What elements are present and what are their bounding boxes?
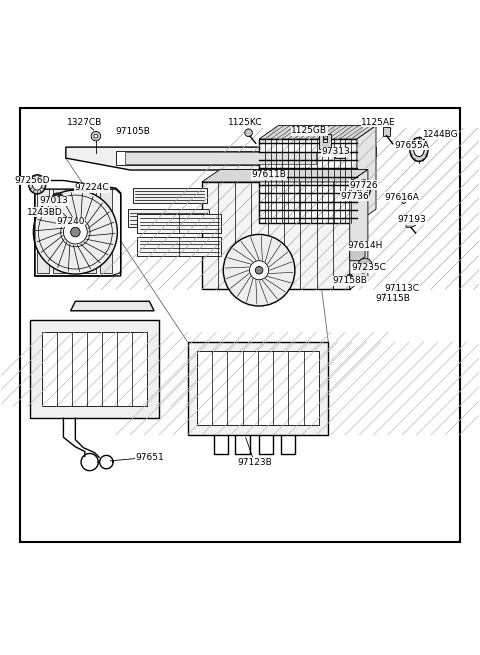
Text: 97235C: 97235C (351, 263, 386, 272)
Text: 1125GB: 1125GB (291, 126, 327, 136)
Polygon shape (259, 139, 357, 223)
Polygon shape (35, 189, 120, 276)
Text: 97123B: 97123B (237, 458, 272, 466)
Circle shape (34, 190, 117, 274)
Text: 97313: 97313 (321, 147, 350, 157)
Text: 97736: 97736 (340, 192, 369, 201)
Ellipse shape (55, 195, 60, 198)
Circle shape (91, 132, 101, 141)
Ellipse shape (414, 142, 424, 157)
Circle shape (223, 234, 295, 306)
Ellipse shape (29, 175, 46, 194)
Polygon shape (197, 351, 319, 425)
Circle shape (347, 274, 353, 280)
Text: 97113C: 97113C (385, 284, 420, 293)
Polygon shape (116, 151, 326, 165)
Ellipse shape (401, 194, 407, 204)
Text: 97158B: 97158B (332, 276, 367, 285)
Text: 97256D: 97256D (15, 176, 50, 185)
Text: 97224C: 97224C (75, 183, 109, 192)
Text: 97193: 97193 (397, 215, 426, 224)
Ellipse shape (33, 179, 42, 190)
Ellipse shape (361, 184, 367, 195)
Ellipse shape (351, 196, 360, 200)
Text: 97616A: 97616A (385, 193, 420, 202)
Polygon shape (42, 332, 147, 406)
Polygon shape (30, 320, 159, 418)
Text: 97115B: 97115B (375, 294, 410, 303)
Polygon shape (53, 189, 65, 272)
Ellipse shape (358, 180, 370, 198)
Polygon shape (406, 223, 416, 227)
Text: 1327CB: 1327CB (67, 118, 103, 127)
Polygon shape (259, 126, 376, 139)
Polygon shape (350, 170, 368, 290)
Text: 1125KC: 1125KC (228, 118, 262, 127)
Text: 1125AE: 1125AE (361, 118, 396, 127)
Circle shape (360, 267, 366, 273)
Polygon shape (66, 147, 376, 170)
Text: 97726: 97726 (350, 181, 378, 190)
Text: 97611B: 97611B (251, 170, 286, 179)
Polygon shape (84, 189, 96, 272)
Polygon shape (137, 237, 221, 256)
Polygon shape (319, 134, 331, 149)
Polygon shape (202, 170, 368, 182)
Circle shape (245, 129, 252, 137)
Circle shape (255, 267, 263, 274)
Polygon shape (357, 126, 376, 223)
Circle shape (71, 227, 80, 237)
Text: 97013: 97013 (39, 196, 68, 205)
Circle shape (358, 258, 372, 272)
Text: 97105B: 97105B (115, 127, 150, 136)
Polygon shape (350, 248, 365, 261)
Text: 1244BG: 1244BG (422, 130, 458, 139)
Polygon shape (137, 214, 221, 233)
Text: 1243BD: 1243BD (26, 208, 62, 217)
Polygon shape (37, 189, 49, 272)
Circle shape (63, 220, 87, 244)
Polygon shape (125, 153, 316, 164)
Text: 97655A: 97655A (395, 141, 429, 150)
Polygon shape (394, 288, 402, 291)
Circle shape (250, 261, 269, 280)
Ellipse shape (402, 196, 405, 202)
Polygon shape (128, 209, 209, 227)
Polygon shape (383, 127, 390, 136)
Polygon shape (100, 189, 112, 272)
Polygon shape (202, 182, 350, 290)
Circle shape (94, 134, 98, 138)
Polygon shape (188, 342, 328, 435)
Text: 97651: 97651 (135, 453, 164, 462)
Text: 97240: 97240 (56, 217, 85, 226)
Text: 97614H: 97614H (348, 242, 383, 250)
Polygon shape (71, 301, 154, 310)
Ellipse shape (52, 193, 63, 200)
Polygon shape (336, 155, 345, 158)
Polygon shape (69, 189, 81, 272)
Polygon shape (47, 209, 56, 212)
Polygon shape (132, 188, 206, 204)
Ellipse shape (410, 138, 428, 161)
